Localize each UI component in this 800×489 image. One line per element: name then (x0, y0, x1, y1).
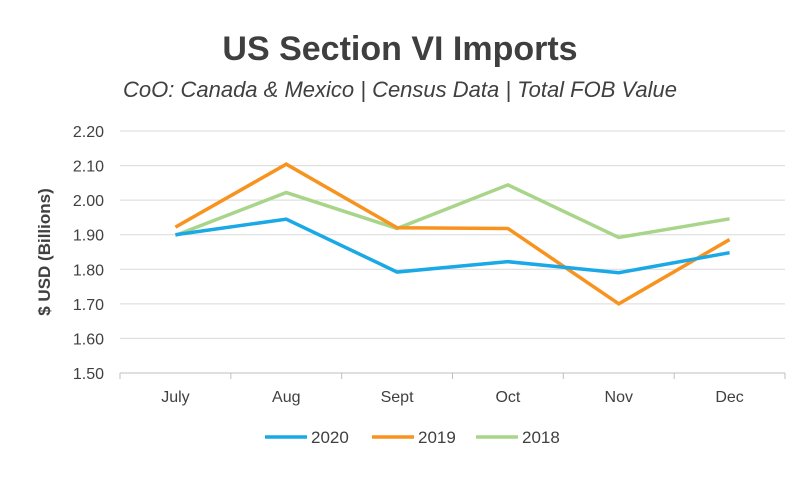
series-line-2019 (174, 162, 731, 306)
series-line-2020 (175, 217, 730, 275)
series-lines (174, 162, 731, 306)
legend-label-2018: 2018 (522, 428, 560, 447)
series-line-2018 (174, 183, 730, 240)
chart-title: US Section VI Imports (222, 30, 578, 68)
x-axis-ticks: July Aug Sept Oct Nov Dec (161, 389, 744, 406)
x-tick-label: Dec (715, 389, 743, 406)
x-tick-label: July (161, 389, 189, 406)
legend-label-2019: 2019 (418, 428, 456, 447)
y-tick-label: 1.90 (73, 228, 104, 245)
y-axis-ticks: 1.50 1.60 1.70 1.80 1.90 2.00 2.10 2.20 (73, 124, 104, 383)
y-tick-label: 1.70 (73, 297, 104, 314)
y-tick-label: 1.50 (73, 366, 104, 383)
legend-label-2020: 2020 (311, 428, 349, 447)
x-axis (119, 372, 786, 379)
y-tick-label: 1.80 (73, 262, 104, 279)
chart-subtitle: CoO: Canada & Mexico | Census Data | Tot… (123, 77, 677, 102)
y-tick-label: 2.20 (73, 124, 104, 141)
gridlines (120, 130, 785, 339)
legend: 2020 2019 2018 (265, 428, 560, 447)
y-tick-label: 1.60 (73, 331, 104, 348)
x-tick-label: Sept (381, 389, 414, 406)
x-tick-label: Oct (495, 389, 520, 406)
x-tick-label: Aug (272, 389, 300, 406)
y-tick-label: 2.10 (73, 159, 104, 176)
y-tick-label: 2.00 (73, 193, 104, 210)
y-axis-label: $ USD (Billions) (35, 188, 54, 316)
x-tick-label: Nov (605, 389, 633, 406)
